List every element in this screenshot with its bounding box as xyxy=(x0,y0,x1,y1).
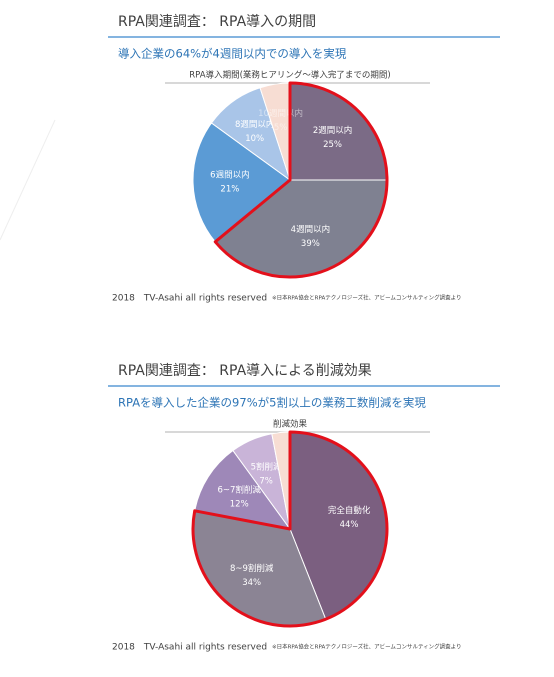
title: RPA関連調査： RPA導入による削減効果 xyxy=(118,362,372,379)
subtitle: 導入企業の64%が4週間以内での導入を実現 xyxy=(118,47,347,61)
slice-label: 4週間以内 xyxy=(291,224,330,235)
source: ※日本RPA協会とRPAテクノロジーズ社、アビームコンサルティング調査より xyxy=(272,643,462,651)
slice-value: 39% xyxy=(301,239,320,249)
slice-label: 10週間以内 xyxy=(258,108,303,119)
slice-value: 7% xyxy=(259,476,273,486)
slice-label: 5割削減 xyxy=(251,461,282,472)
chart-title: RPA導入期間(業務ヒアリング～導入完了までの期間) xyxy=(189,70,390,81)
slice-label: 完全自動化 xyxy=(328,505,371,516)
slice-label: 8週間以内 xyxy=(235,119,274,130)
slice-value: 44% xyxy=(340,520,359,530)
footer: 2018 TV-Asahi all rights reserved xyxy=(112,294,267,304)
slice-label: 2週間以内 xyxy=(313,125,352,136)
title: RPA関連調査： RPA導入の期間 xyxy=(118,14,316,30)
slice-value: 21% xyxy=(220,184,239,194)
source: ※日本RPA協会とRPAテクノロジーズ社、アビームコンサルティング調査より xyxy=(272,294,462,302)
subtitle: RPAを導入した企業の97%が5割以上の業務工数削減を実現 xyxy=(118,396,426,410)
slice-value: 25% xyxy=(323,140,342,150)
slice-label: 6~7割削減 xyxy=(217,484,261,495)
slice-value: 12% xyxy=(230,499,249,509)
slice-value: 5% xyxy=(274,123,288,133)
footer: 2018 TV-Asahi all rights reserved xyxy=(112,643,267,653)
slice-value: 34% xyxy=(242,578,261,588)
slice-label: 6週間以内 xyxy=(210,169,249,180)
decor-line xyxy=(0,119,56,241)
chart-title: 削減効果 xyxy=(273,419,308,430)
slice-label: 8~9割削減 xyxy=(230,563,274,574)
pie-slice xyxy=(192,122,291,243)
highlight-outline xyxy=(213,81,389,279)
highlight-outline xyxy=(191,430,389,628)
slice-value: 10% xyxy=(245,134,264,144)
